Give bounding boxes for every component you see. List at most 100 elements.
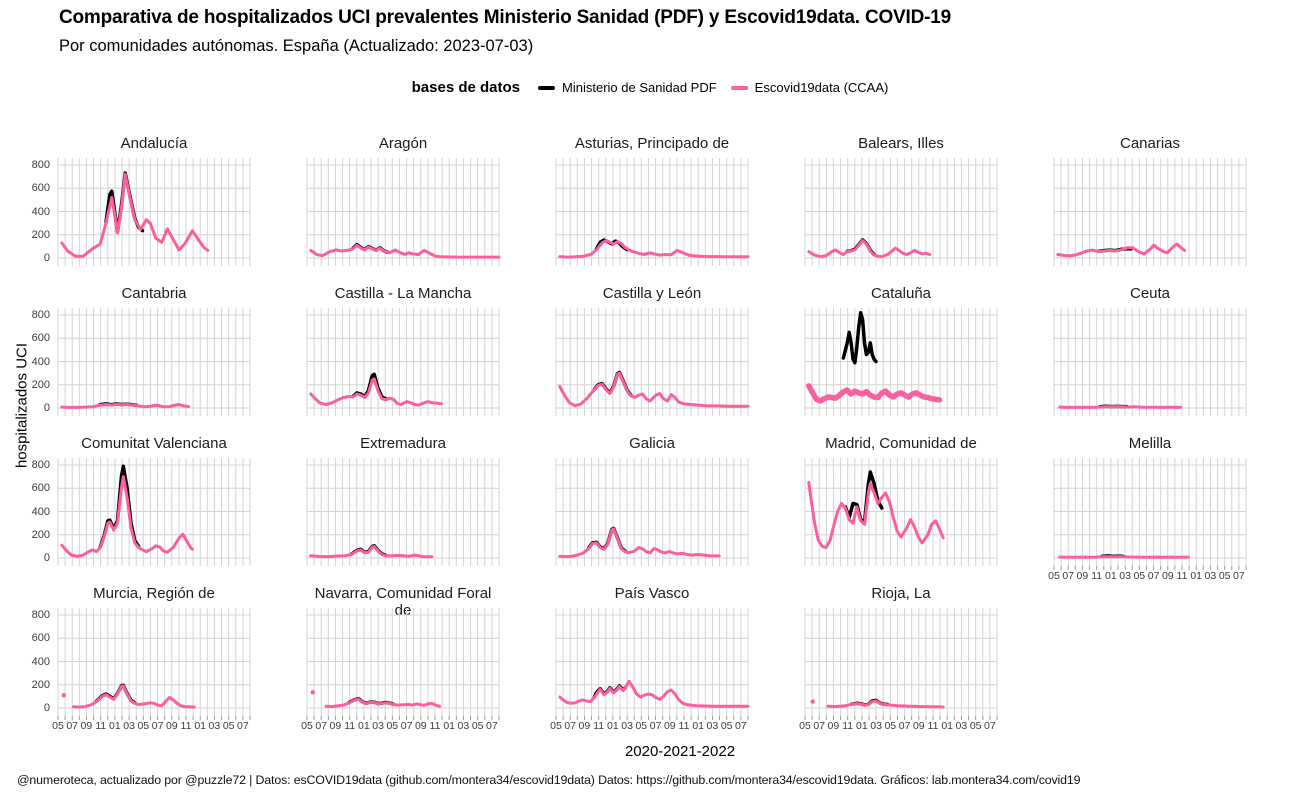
x-tick-label: 01 [1190, 570, 1203, 582]
x-tick-label: 05 [301, 720, 313, 732]
x-tick-label: 09 [1076, 570, 1089, 582]
x-tick-label: 03 [372, 720, 384, 732]
facet-cantabria: Cantabria [57, 285, 251, 416]
x-tick-label: 01 [607, 720, 619, 732]
x-tick-label: 03 [955, 720, 968, 732]
x-tick-label: 03 [621, 720, 633, 732]
y-tick-label: 0 [43, 702, 50, 714]
facet-title: Canarias [1119, 135, 1181, 152]
x-tick-label: 03 [457, 720, 470, 732]
facet-panel [57, 458, 251, 566]
facet-asturias-principado-de: Asturias, Principado de [555, 135, 750, 266]
x-tick-label: 09 [414, 720, 427, 732]
x-tick-labels: 05 07 09 11 01 03 05 07 09 11 01 03 05 07 [52, 720, 250, 734]
escovid-line [558, 527, 721, 559]
facet-panel [57, 158, 251, 266]
caption: @numeroteca, actualizado por @puzzle72 |… [17, 773, 1081, 787]
facet-pais-vasco: País Vasco [555, 585, 750, 720]
x-tick-label: 05 [720, 720, 733, 732]
x-tick-label: 11 [842, 720, 854, 732]
facet-panel [555, 608, 750, 720]
facet-title: Cataluña [870, 285, 932, 302]
x-tick-label: 09 [578, 720, 591, 732]
x-tick-label: 11 [1176, 570, 1188, 582]
y-tick-label: 600 [31, 332, 50, 345]
escovid-line [558, 679, 750, 708]
y-tick-label: 400 [31, 505, 50, 518]
x-tick-labels: 05 07 09 11 01 03 05 07 09 11 01 03 05 07 [301, 720, 499, 734]
x-tick-label: 03 [1204, 570, 1217, 582]
escovid-line [309, 377, 443, 407]
escovid-line-key-icon [730, 85, 748, 90]
facet-castilla-y-leon: Castilla y León [555, 285, 750, 416]
x-tick-label: 03 [1119, 570, 1131, 582]
y-tick-label: 400 [31, 355, 50, 368]
facet-aragon: Aragón [306, 135, 501, 266]
facet-panel [804, 158, 998, 266]
facet-title: Madrid, Comunidad de [825, 435, 977, 452]
y-tick-label: 200 [31, 678, 50, 691]
facet-panel [804, 308, 998, 416]
x-tick-label: 11 [429, 720, 441, 732]
y-tick-label: 600 [31, 632, 50, 645]
escovid-line [558, 371, 750, 408]
facet-title: Rioja, La [871, 585, 931, 602]
facet-title: País Vasco [614, 585, 690, 602]
legend-title: bases de datos [411, 79, 521, 96]
x-tick-labels: 05 07 09 11 01 03 05 07 09 11 01 03 05 07 [550, 720, 748, 734]
facet-navarra-comunidad-foral-de: Navarra, Comunidad Foral de [306, 585, 500, 720]
x-tick-label: 01 [941, 720, 954, 732]
legend-item-escovid: Escovid19data (CCAA) [730, 80, 888, 95]
x-tick-label: 09 [80, 720, 93, 732]
x-tick-label: 07 [315, 720, 328, 732]
x-tick-label: 05 [1218, 570, 1231, 582]
facet-balears-illes: Balears, Illes [804, 135, 998, 266]
x-tick-label: 07 [400, 720, 413, 732]
x-tick-label: 05 [969, 720, 982, 732]
x-tick-label: 05 [1048, 570, 1060, 582]
facet-ceuta: Ceuta [1053, 285, 1247, 416]
ministerio-line [841, 310, 878, 365]
y-tick-label: 0 [43, 252, 50, 264]
facet-comunitat-valenciana: Comunitat Valenciana [57, 435, 251, 566]
x-tick-label: 07 [735, 720, 747, 732]
x-tick-label: 05 [799, 720, 811, 732]
facet-panel [306, 308, 500, 416]
x-tick-label: 01 [1105, 570, 1117, 582]
x-tick-label: 11 [593, 720, 605, 732]
escovid-line [60, 402, 191, 409]
facet-title: Aragón [378, 135, 428, 152]
escovid-line [807, 480, 945, 549]
x-tick-label: 11 [344, 720, 356, 732]
x-tick-label: 07 [564, 720, 577, 732]
facet-title: Melilla [1128, 435, 1172, 452]
escovid-point [310, 690, 315, 695]
x-tick-label: 07 [649, 720, 662, 732]
escovid-line [324, 697, 441, 709]
facet-panel [555, 458, 749, 566]
x-tick-label: 11 [927, 720, 939, 732]
facet-panel [804, 458, 998, 566]
x-tick-label: 03 [208, 720, 221, 732]
x-tick-label: 05 [550, 720, 562, 732]
facet-panel [306, 458, 500, 566]
x-tick-label: 07 [984, 720, 996, 732]
y-tick-label: 800 [31, 609, 50, 621]
x-tick-label: 01 [109, 720, 121, 732]
x-tick-label: 03 [706, 720, 719, 732]
x-tick-label: 11 [1091, 570, 1103, 582]
x-tick-labels: 05 07 09 11 01 03 05 07 09 11 01 03 05 07 [799, 720, 997, 734]
x-tick-label: 07 [1233, 570, 1245, 582]
facet-panel [555, 158, 750, 266]
facet-murcia-region-de: Murcia, Región de [57, 585, 251, 720]
facet-cataluna: Cataluña [804, 285, 998, 416]
facet-extremadura: Extremadura [306, 435, 500, 566]
legend-item-ministerio: Ministerio de Sanidad PDF [538, 80, 717, 95]
y-tick-label: 200 [31, 528, 50, 541]
x-tick-label: 05 [52, 720, 64, 732]
x-axis-title: 2020-2021-2022 [624, 743, 736, 760]
facet-title: Navarra, Comunidad Foral de [314, 585, 492, 619]
facet-title: Comunitat Valenciana [81, 435, 227, 452]
y-tick-label: 200 [31, 228, 50, 241]
x-tick-label: 07 [1062, 570, 1075, 582]
